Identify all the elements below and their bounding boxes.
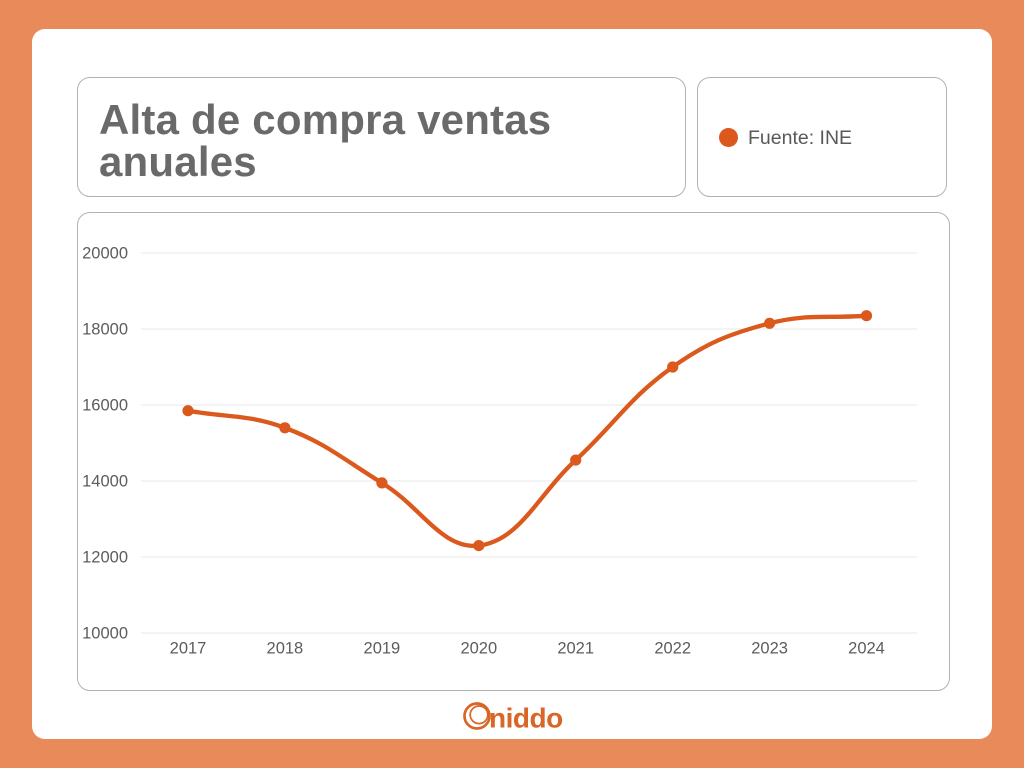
svg-text:16000: 16000 (82, 397, 128, 415)
svg-text:20000: 20000 (82, 245, 128, 263)
svg-text:2023: 2023 (751, 640, 788, 658)
svg-text:14000: 14000 (82, 473, 128, 491)
svg-text:2022: 2022 (654, 640, 691, 658)
svg-text:2018: 2018 (267, 640, 304, 658)
svg-text:10000: 10000 (82, 625, 128, 643)
svg-text:2024: 2024 (848, 640, 885, 658)
svg-text:2021: 2021 (557, 640, 594, 658)
svg-text:2019: 2019 (364, 640, 401, 658)
svg-text:18000: 18000 (82, 321, 128, 339)
svg-text:2020: 2020 (460, 640, 497, 658)
svg-text:2017: 2017 (170, 640, 207, 658)
svg-text:12000: 12000 (82, 549, 128, 567)
svg-text:niddo: niddo (489, 703, 563, 734)
